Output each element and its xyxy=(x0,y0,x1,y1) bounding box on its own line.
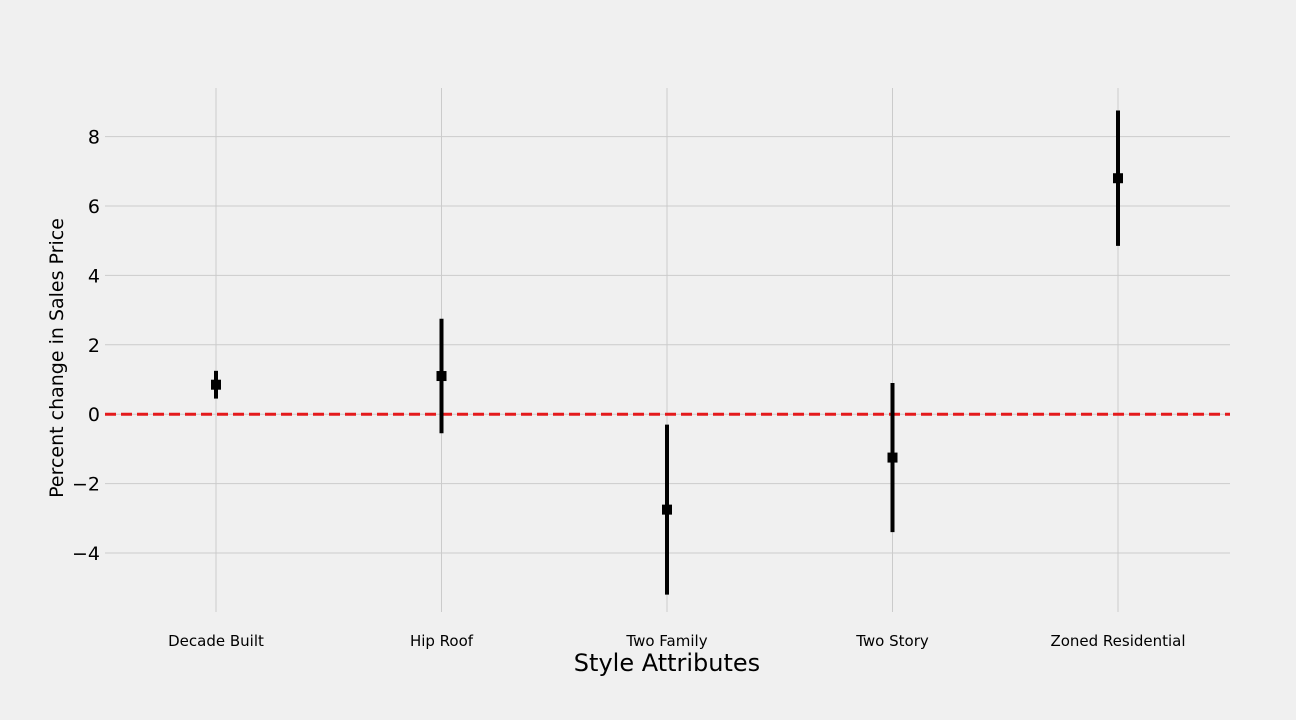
data-point-marker xyxy=(211,379,221,390)
data-point-marker xyxy=(1113,173,1123,184)
y-tick-label: 8 xyxy=(88,127,100,149)
x-tick-label: Zoned Residential xyxy=(1050,632,1185,650)
data-point-marker xyxy=(436,371,447,382)
marks-layer xyxy=(211,110,1123,595)
x-axis-title: Style Attributes xyxy=(574,649,760,677)
y-tick-label: 2 xyxy=(88,335,100,357)
x-tick-label: Two Story xyxy=(855,632,929,650)
x-tick-label: Decade Built xyxy=(168,632,264,650)
x-tick-label: Two Family xyxy=(625,632,707,650)
label-layer: −4 −2 0 2 4 6 8 Decade Built Hip Roof Two Family T… xyxy=(72,127,1186,650)
y-tick-label: 6 xyxy=(88,196,100,218)
y-tick-label: −4 xyxy=(72,543,100,565)
y-tick-label: 4 xyxy=(88,265,100,287)
data-point-marker xyxy=(887,452,898,463)
y-tick-label: −2 xyxy=(72,474,100,496)
x-tick-label: Hip Roof xyxy=(410,632,474,650)
y-tick-label: 0 xyxy=(88,404,100,426)
data-point-marker xyxy=(662,504,672,515)
y-axis-title: Percent change in Sales Price xyxy=(46,218,68,498)
